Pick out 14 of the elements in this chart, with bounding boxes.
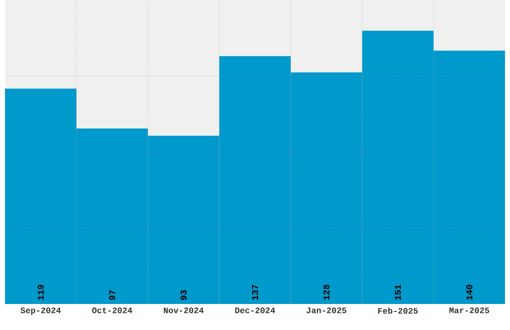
x-tick-label: Sep-2024 — [20, 308, 61, 315]
data-label: 128 — [323, 284, 330, 300]
data-label: 140 — [466, 284, 472, 300]
data-label: 151 — [394, 284, 401, 300]
data-label: 97 — [109, 290, 116, 300]
data-label: 119 — [38, 284, 44, 300]
x-tick-label: Jan-2025 — [306, 308, 346, 314]
data-label: 137 — [252, 284, 258, 300]
x-tick-label: Nov-2024 — [164, 308, 204, 314]
x-tick-label: Feb-2025 — [378, 308, 418, 314]
x-tick-label: Oct-2024 — [92, 308, 132, 314]
x-tick-label: Mar-2025 — [449, 308, 490, 314]
x-tick-label: Dec-2024 — [235, 308, 276, 314]
data-label: 93 — [180, 290, 187, 300]
